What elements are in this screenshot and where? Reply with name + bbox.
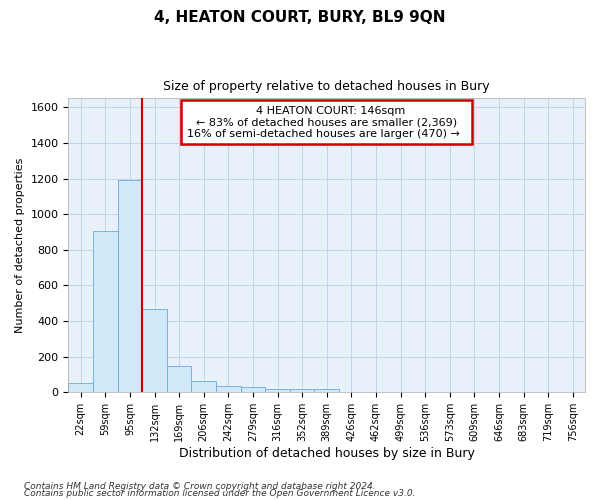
Bar	[191, 382, 216, 392]
Bar	[314, 389, 339, 392]
Bar	[118, 180, 142, 392]
Text: 4 HEATON COURT: 146sqm
← 83% of detached houses are smaller (2,369)
16% of semi-: 4 HEATON COURT: 146sqm ← 83% of detached…	[187, 106, 467, 139]
Text: Contains public sector information licensed under the Open Government Licence v3: Contains public sector information licen…	[24, 490, 415, 498]
Text: 4, HEATON COURT, BURY, BL9 9QN: 4, HEATON COURT, BURY, BL9 9QN	[154, 10, 446, 25]
Bar	[167, 366, 191, 392]
X-axis label: Distribution of detached houses by size in Bury: Distribution of detached houses by size …	[179, 447, 475, 460]
Bar	[265, 389, 290, 392]
Y-axis label: Number of detached properties: Number of detached properties	[15, 158, 25, 333]
Bar	[142, 308, 167, 392]
Bar	[68, 382, 93, 392]
Bar	[290, 389, 314, 392]
Bar	[216, 386, 241, 392]
Bar	[93, 231, 118, 392]
Title: Size of property relative to detached houses in Bury: Size of property relative to detached ho…	[163, 80, 490, 93]
Text: Contains HM Land Registry data © Crown copyright and database right 2024.: Contains HM Land Registry data © Crown c…	[24, 482, 376, 491]
Bar	[241, 387, 265, 392]
